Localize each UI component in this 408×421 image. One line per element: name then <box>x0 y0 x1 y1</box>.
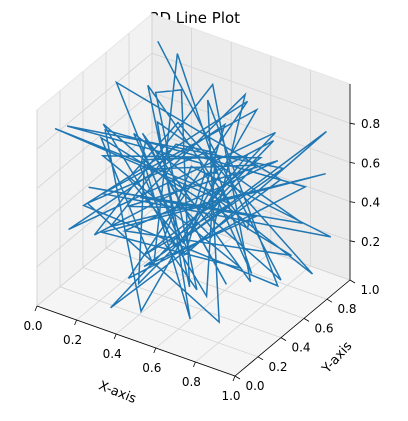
z-tick-mark <box>349 201 356 203</box>
grid-line-z <box>36 52 351 150</box>
x-tick-mark <box>193 361 196 368</box>
z-tick-label: 0.6 <box>361 156 380 170</box>
x-tick-label: 0.6 <box>142 361 161 375</box>
x-tick-mark <box>34 305 38 312</box>
y-axis-label: Y-axis <box>319 339 356 378</box>
z-tick-label: 0.2 <box>361 235 380 249</box>
y-axis-line <box>234 279 351 377</box>
series-line <box>54 40 332 324</box>
x-tick-label: 0.4 <box>103 347 122 361</box>
z-tick-mark <box>349 122 356 125</box>
y-tick-mark <box>280 337 287 341</box>
z-tick-label: 0.8 <box>361 117 380 131</box>
x-axis-line <box>36 305 236 377</box>
grid-line-y <box>151 14 351 281</box>
data-layer <box>54 40 332 324</box>
tick-labels: 0.0 0.2 0.4 0.6 0.8 1.0 0.0 0.2 0.4 0.6 0.8 1.0 0.2 0… <box>23 117 380 403</box>
z-tick-mark <box>349 240 356 243</box>
y-tick-mark <box>234 375 241 380</box>
x-tick-mark <box>74 319 77 326</box>
y-tick-mark <box>303 318 310 322</box>
y-tick-label: 0.8 <box>337 302 356 316</box>
x-tick-label: 0.2 <box>63 333 82 347</box>
y-tick-mark <box>349 279 356 284</box>
z-tick-label: 0.4 <box>361 196 380 210</box>
y-tick-mark <box>326 298 333 303</box>
y-tick-label: 1.0 <box>360 283 379 297</box>
z-tick-mark <box>349 162 356 164</box>
y-tick-label: 0.6 <box>314 321 333 335</box>
grid-line-z <box>36 131 351 228</box>
grid-line-y <box>82 71 282 338</box>
y-tick-mark <box>257 356 264 361</box>
grid-line-y <box>105 52 305 319</box>
x-tick-mark <box>113 333 117 340</box>
y-tick-label: 0.2 <box>268 360 287 374</box>
x-tick-label: 0.0 <box>23 319 42 333</box>
x-tick-mark <box>153 347 157 354</box>
grid-line-y <box>59 90 259 358</box>
y-tick-label: 0.0 <box>245 379 264 393</box>
x-tick-label: 1.0 <box>221 389 240 403</box>
y-tick-label: 0.4 <box>291 341 310 355</box>
x-axis-label: X-axis <box>96 378 138 407</box>
axis-lines <box>34 84 356 382</box>
x-tick-label: 0.8 <box>182 375 201 389</box>
x-tick-mark <box>232 375 236 382</box>
